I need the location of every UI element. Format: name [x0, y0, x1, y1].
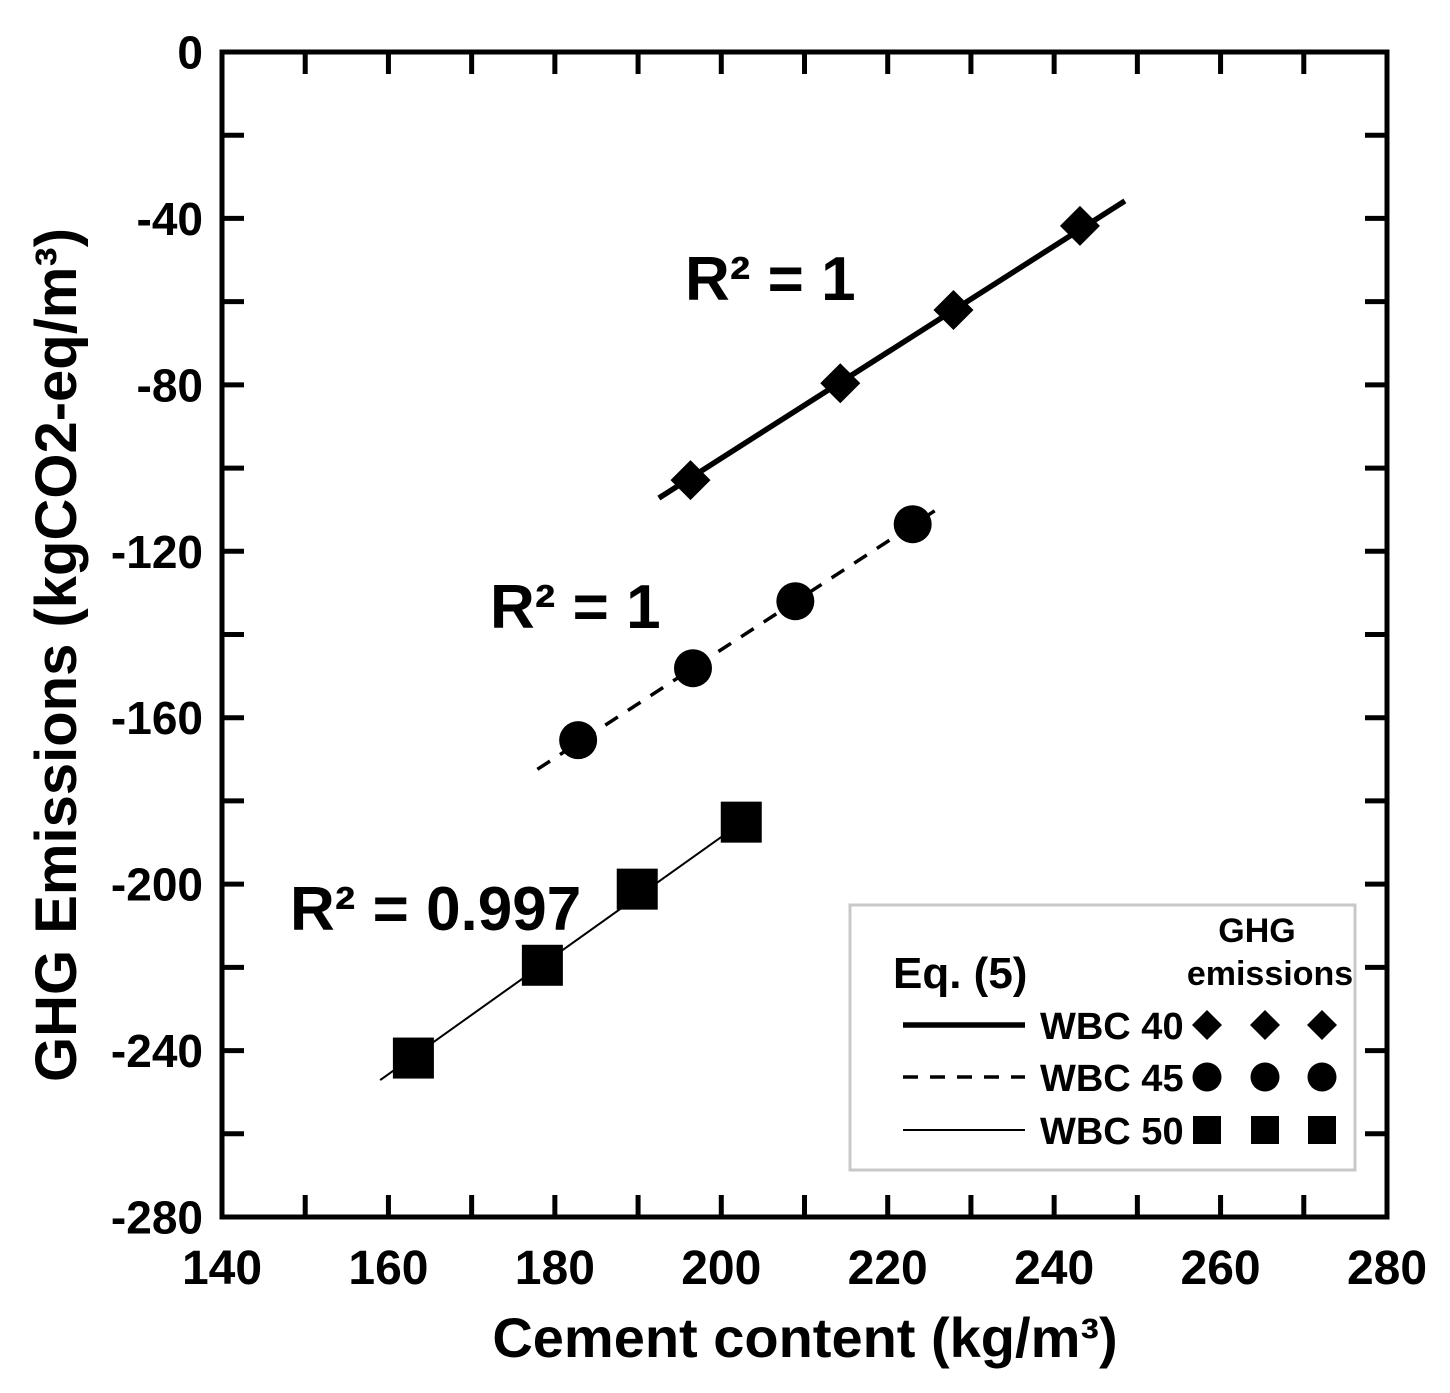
- wbc40-fit-line: [657, 198, 1127, 501]
- x-tick-label: 180: [515, 1242, 595, 1295]
- legend-entry-label: WBC 45: [1040, 1058, 1184, 1100]
- plot-frame: [219, 49, 1390, 1220]
- legend-entry-wbc40: WBC 40: [903, 1006, 1337, 1048]
- legend-marker-square: [1308, 1116, 1336, 1144]
- x-tick-label: 200: [681, 1242, 761, 1295]
- wbc45-series: [536, 503, 945, 771]
- r2-annotations: R² = 1 R² = 1 R² = 0.997: [290, 245, 856, 944]
- y-tick-label: -280: [111, 1192, 203, 1244]
- wbc50-point: [392, 1037, 434, 1079]
- legend-marker-square: [1251, 1116, 1279, 1144]
- x-tick-label: 160: [348, 1242, 428, 1295]
- legend-marker-diamond: [1192, 1010, 1222, 1040]
- y-tick-label: -160: [111, 692, 203, 744]
- wbc40-series: [657, 198, 1127, 501]
- y-tick-label: -40: [137, 193, 203, 245]
- wbc40-point: [933, 289, 974, 330]
- tick-labels: 140 160 180 200 220 240 260 280 0 -40 -80 -120 -160 -…: [111, 27, 1427, 1296]
- legend-entries: WBC 40 WBC 45 WBC 50: [903, 1006, 1337, 1153]
- wbc50-point: [521, 944, 563, 986]
- legend-marker-diamond: [1250, 1010, 1280, 1040]
- wbc40-point: [1059, 205, 1100, 246]
- y-tick-label: 0: [177, 27, 203, 79]
- wbc45-point: [893, 505, 932, 544]
- wbc50-series: [379, 801, 762, 1081]
- legend: Eq. (5) GHG emissions WBC 40 WBC 45 WBC 50: [848, 903, 1357, 1172]
- legend-line-header: Eq. (5): [893, 949, 1027, 998]
- wbc50-point: [720, 801, 762, 843]
- x-axis-title: Cement content (kg/m³): [492, 1306, 1117, 1369]
- legend-marker-circle: [1250, 1062, 1280, 1092]
- legend-marker-circle: [1192, 1062, 1222, 1092]
- x-tick-label: 260: [1181, 1242, 1261, 1295]
- data-series: [379, 198, 1127, 1081]
- legend-marker-circle: [1307, 1062, 1337, 1092]
- legend-entry-wbc50: WBC 50: [903, 1111, 1336, 1153]
- x-tick-label: 220: [848, 1242, 928, 1295]
- axis-ticks: [222, 52, 1387, 1217]
- wbc40-point: [670, 460, 711, 501]
- legend-entry-label: WBC 50: [1040, 1111, 1184, 1153]
- r2-annotation: R² = 0.997: [290, 875, 581, 944]
- wbc45-point: [673, 649, 712, 688]
- x-tick-label: 140: [182, 1242, 262, 1295]
- legend-entry-wbc45: WBC 45: [903, 1058, 1337, 1100]
- y-tick-label: -200: [111, 859, 203, 911]
- legend-marker-square: [1193, 1116, 1221, 1144]
- x-tick-label: 240: [1014, 1242, 1094, 1295]
- y-axis-title: GHG Emissions (kgCO2-eq/m³): [24, 228, 89, 1082]
- legend-marker-diamond: [1307, 1010, 1337, 1040]
- wbc50-point: [616, 868, 658, 910]
- x-tick-label: 280: [1347, 1242, 1427, 1295]
- r2-annotation: R² = 1: [685, 245, 856, 314]
- wbc45-point: [776, 582, 815, 621]
- r2-annotation: R² = 1: [490, 573, 661, 642]
- y-tick-label: -240: [111, 1025, 203, 1077]
- wbc40-point: [820, 363, 861, 404]
- y-tick-label: -80: [137, 359, 203, 411]
- legend-marker-header-line2: emissions: [1187, 955, 1353, 993]
- y-tick-label: -120: [111, 526, 203, 578]
- wbc45-point: [559, 721, 598, 760]
- legend-entry-label: WBC 40: [1040, 1006, 1184, 1048]
- legend-marker-header-line1: GHG: [1218, 912, 1295, 950]
